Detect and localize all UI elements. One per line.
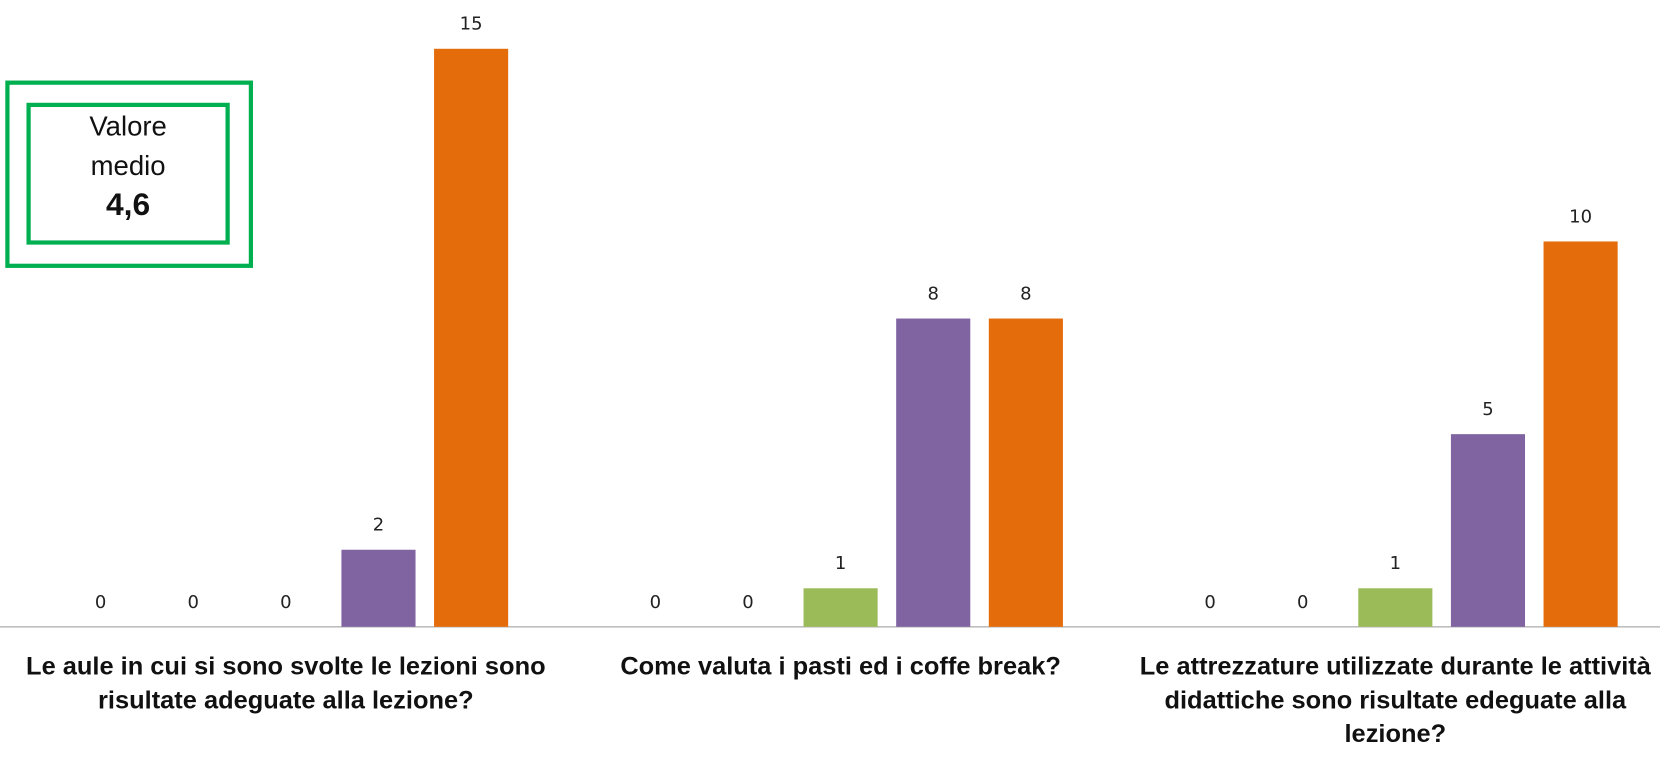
value-label: 0 bbox=[650, 592, 661, 613]
value-label: 0 bbox=[742, 592, 753, 613]
bar bbox=[434, 48, 509, 627]
value-label: 0 bbox=[187, 592, 198, 613]
bar bbox=[341, 549, 416, 627]
value-label: 0 bbox=[1297, 592, 1308, 613]
bar bbox=[1358, 588, 1433, 627]
value-label: 0 bbox=[1204, 592, 1215, 613]
x-tick-label: Le attrezzature utilizzate durante le at… bbox=[1139, 652, 1651, 749]
value-label: 8 bbox=[1020, 283, 1031, 304]
value-label: 0 bbox=[280, 592, 291, 613]
x-label-box: Le aule in cui si sono svolte le lezioni… bbox=[26, 652, 546, 715]
x-label-box: Le attrezzature utilizzate durante le at… bbox=[1139, 652, 1651, 749]
annotation-box: Valore medio 4,6 bbox=[89, 110, 167, 223]
value-label: 2 bbox=[373, 515, 384, 536]
x-tick-label: Come valuta i pasti ed i coffe break? bbox=[620, 652, 1061, 681]
value-label: 5 bbox=[1482, 399, 1493, 420]
x-label-box: Come valuta i pasti ed i coffe break? bbox=[620, 652, 1061, 681]
value-label: 15 bbox=[460, 14, 483, 35]
x-tick-label: Le aule in cui si sono svolte le lezioni… bbox=[26, 652, 546, 715]
value-label: 1 bbox=[1390, 553, 1401, 574]
bar bbox=[988, 318, 1063, 627]
annotation-label: Valore medio bbox=[89, 110, 167, 182]
annotation-outer bbox=[5, 80, 254, 268]
value-label: 1 bbox=[835, 553, 846, 574]
value-label: 8 bbox=[927, 283, 938, 304]
value-label: 0 bbox=[95, 592, 106, 613]
bar bbox=[896, 318, 971, 627]
value-label: 10 bbox=[1569, 206, 1592, 227]
annotation-inner bbox=[26, 102, 230, 245]
annotation-value: 4,6 bbox=[106, 187, 151, 223]
bar bbox=[1543, 241, 1618, 627]
bar bbox=[803, 588, 878, 627]
bar bbox=[1450, 434, 1526, 627]
